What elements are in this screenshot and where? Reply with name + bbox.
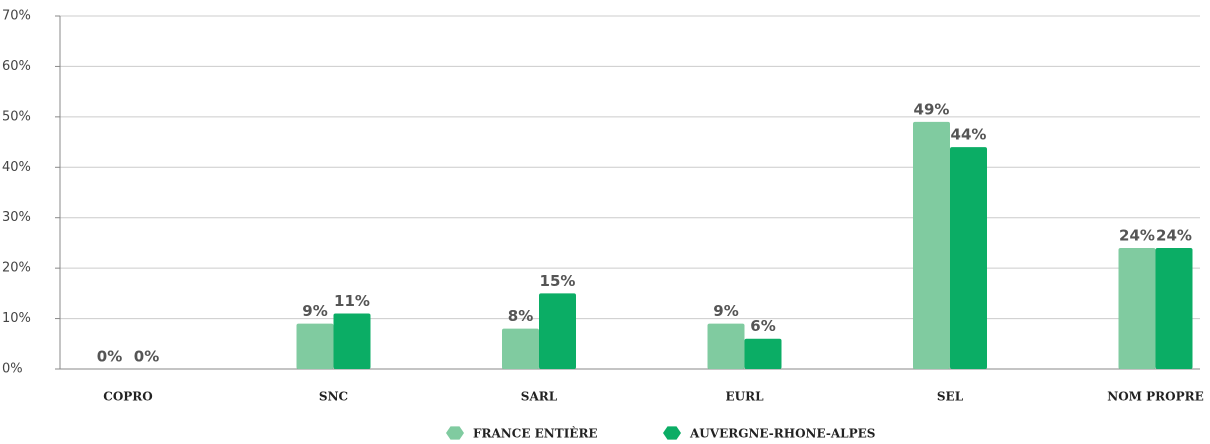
legend-label: AUVERGNE-RHONE-ALPES [689,427,875,441]
value-label: 44% [951,126,987,144]
value-label: 11% [334,292,370,310]
value-label: 9% [713,302,738,320]
y-tick-label: 30% [2,210,31,225]
legend-marker [663,426,681,440]
bar [950,147,987,369]
x-tick-label: SARL [521,390,558,404]
bar [707,323,745,369]
x-tick-label: SNC [319,390,348,404]
value-label: 8% [508,307,533,325]
bar [539,293,576,369]
value-label: 49% [914,100,950,118]
y-tick-label: 20% [2,261,31,276]
bar [744,338,782,369]
bar [1118,247,1156,369]
value-label: 15% [540,272,576,290]
value-label: 24% [1119,226,1155,244]
legend-marker [446,426,464,440]
y-tick-label: 10% [2,311,31,326]
bar [1155,247,1193,369]
bar [502,328,539,369]
y-tick-label: 50% [2,109,31,124]
bar [296,323,334,369]
x-tick-label: SEL [937,390,964,404]
bar [333,313,371,369]
value-label: 0% [134,348,159,366]
value-label: 6% [750,317,775,335]
value-label: 0% [97,348,122,366]
y-tick-label: 0% [2,362,23,377]
x-tick-label: NOM PROPRE [1107,390,1203,404]
y-tick-label: 60% [2,59,31,74]
y-tick-label: 70% [2,9,31,24]
x-tick-label: COPRO [103,390,152,404]
legend-label: FRANCE ENTIÈRE [473,426,598,441]
y-tick-label: 40% [2,160,31,175]
bar [913,121,950,370]
value-label: 24% [1156,226,1192,244]
value-label: 9% [302,302,327,320]
x-tick-label: EURL [725,390,764,404]
